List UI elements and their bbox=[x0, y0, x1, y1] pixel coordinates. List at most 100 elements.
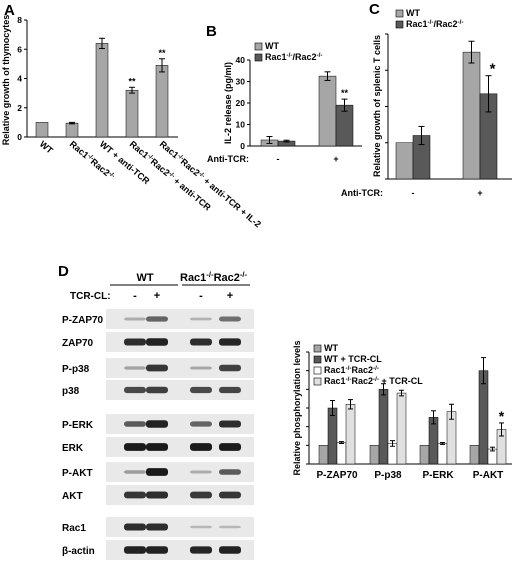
blot-band bbox=[190, 366, 212, 370]
d-bar bbox=[469, 445, 480, 465]
blot-band bbox=[146, 386, 168, 394]
a-y-tick-label: 6 bbox=[17, 44, 22, 54]
b-x-tick-label: + bbox=[333, 154, 338, 164]
blot-wt-label: WT bbox=[136, 272, 153, 284]
blot-row-label: ZAP70 bbox=[62, 338, 94, 349]
blot-band bbox=[190, 470, 212, 474]
c-legend-swatch bbox=[395, 9, 404, 18]
b-legend-swatch bbox=[254, 53, 263, 62]
blot-band bbox=[124, 338, 146, 346]
d-bar bbox=[478, 370, 489, 465]
a-y-label: Relative growth of thymocytes bbox=[1, 15, 11, 146]
a-y-tick-label: 0 bbox=[17, 132, 22, 142]
a-y-tick-label: 2 bbox=[17, 103, 22, 113]
b-y-tick-label: 30 bbox=[236, 77, 246, 87]
blot-band bbox=[190, 546, 212, 554]
a-annotation: ** bbox=[128, 76, 136, 86]
panel-letter-b: B bbox=[206, 23, 217, 40]
blot-lane-sign: + bbox=[154, 290, 160, 302]
d-bar bbox=[378, 389, 389, 465]
blot-band bbox=[219, 525, 241, 529]
blot-band bbox=[219, 338, 241, 346]
blot-row-label: P-ZAP70 bbox=[62, 315, 104, 326]
blot-row-label: β-actin bbox=[62, 546, 95, 557]
b-y-tick-label: 0 bbox=[240, 141, 245, 151]
blot-band bbox=[124, 421, 146, 427]
label-part: -/- bbox=[197, 170, 206, 179]
blot-band bbox=[190, 317, 212, 321]
label-part: -/- bbox=[176, 152, 185, 161]
b-y-tick-label: 10 bbox=[236, 120, 246, 130]
b-x-label: Anti-TCR: bbox=[207, 154, 249, 164]
label-part: -/- bbox=[86, 152, 95, 161]
blot-band bbox=[124, 386, 146, 394]
label-part: -/- bbox=[373, 365, 379, 372]
label-part: -/- bbox=[428, 19, 434, 26]
blot-membrane bbox=[106, 332, 254, 352]
d-legend-label: WT + TCR-CL bbox=[324, 354, 382, 364]
d-bar bbox=[396, 392, 407, 465]
blot-band bbox=[146, 364, 168, 372]
a-y-tick-label: 8 bbox=[17, 15, 22, 25]
d-legend-swatch bbox=[313, 355, 322, 364]
blot-band bbox=[219, 420, 241, 428]
blot-membrane bbox=[106, 358, 254, 378]
a-annotation: ** bbox=[158, 48, 166, 58]
d-y-label: Relative phosphorylation levels bbox=[292, 340, 302, 475]
blot-membrane bbox=[106, 437, 254, 457]
blot-row-label: p38 bbox=[62, 386, 80, 397]
blot-lane-sign: - bbox=[199, 290, 203, 302]
d-x-tick-label: P-AKT bbox=[473, 470, 504, 481]
b-y-tick-label: 40 bbox=[236, 55, 246, 65]
blot-band bbox=[146, 316, 168, 322]
c-bar bbox=[395, 142, 414, 180]
label-part: /Rac2 bbox=[433, 19, 457, 29]
blot-band bbox=[190, 421, 212, 427]
blot-band bbox=[190, 491, 212, 499]
b-legend-swatch bbox=[254, 42, 263, 51]
c-x-label: Anti-TCR: bbox=[341, 188, 383, 198]
a-bar bbox=[155, 65, 169, 138]
blot-band bbox=[219, 386, 241, 394]
d-annotation: * bbox=[499, 408, 505, 424]
label-part: -/- bbox=[146, 152, 155, 161]
c-x-tick-label: - bbox=[412, 188, 415, 198]
label-part: WT bbox=[38, 139, 56, 156]
c-legend-label: Rac1-/-/Rac2-/- bbox=[406, 19, 463, 30]
a-bar bbox=[35, 122, 49, 138]
blot-band bbox=[146, 468, 168, 476]
panel-letter-a: A bbox=[4, 2, 15, 19]
blot-band bbox=[219, 443, 241, 451]
c-x-tick-label: + bbox=[477, 188, 482, 198]
label-part: + TCR-CL bbox=[379, 376, 423, 386]
d-legend-label: Rac1-/-Rac2-/- bbox=[324, 365, 379, 376]
blot-membrane bbox=[106, 309, 254, 329]
d-legend-label: WT bbox=[324, 343, 338, 353]
blot-membrane bbox=[106, 414, 254, 434]
label-part: WT + TCR-CL bbox=[324, 354, 382, 364]
blot-band bbox=[146, 491, 168, 499]
c-legend-swatch bbox=[395, 20, 404, 29]
c-legend-label: WT bbox=[406, 8, 420, 18]
blot-ko-label-part: -/- bbox=[240, 270, 248, 279]
blot-row-label: P-p38 bbox=[62, 364, 90, 375]
blot-band bbox=[219, 491, 241, 499]
label-part: /Rac2 bbox=[292, 52, 316, 62]
d-legend-swatch bbox=[313, 366, 322, 375]
b-y-tick-label: 20 bbox=[236, 98, 246, 108]
blot-band bbox=[124, 523, 146, 531]
a-bar bbox=[125, 89, 139, 138]
blot-membrane bbox=[106, 485, 254, 505]
b-legend-label: Rac1-/-/Rac2-/- bbox=[265, 52, 322, 63]
blot-row-label: Rac1 bbox=[62, 523, 86, 534]
blot-band bbox=[146, 338, 168, 346]
label-part: Rac1 bbox=[324, 376, 346, 386]
blot-band bbox=[146, 546, 168, 554]
label-part: WT bbox=[324, 343, 338, 353]
b-legend-label: WT bbox=[265, 41, 279, 51]
d-bar bbox=[327, 407, 338, 465]
c-annotation: * bbox=[490, 61, 496, 78]
label-part: -/- bbox=[373, 376, 379, 383]
